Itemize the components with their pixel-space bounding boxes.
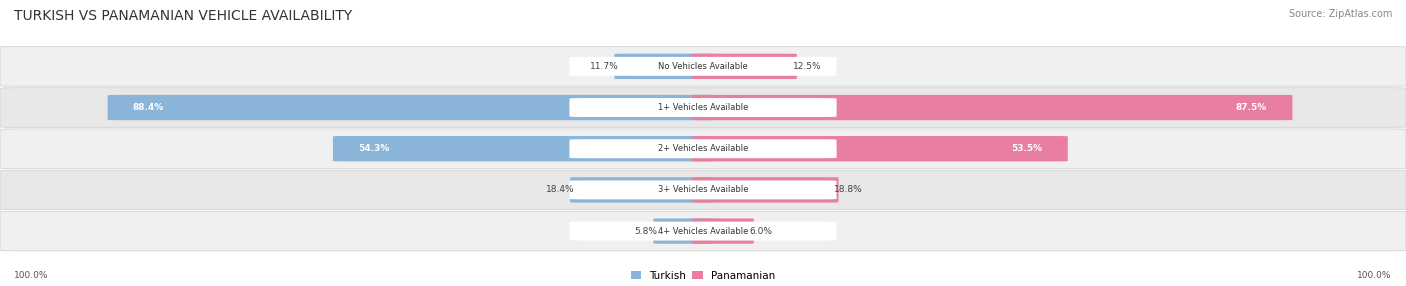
Text: 1+ Vehicles Available: 1+ Vehicles Available: [658, 103, 748, 112]
Text: 100.0%: 100.0%: [1357, 271, 1392, 280]
Text: 5.8%: 5.8%: [634, 227, 658, 236]
Text: 6.0%: 6.0%: [749, 227, 773, 236]
FancyBboxPatch shape: [569, 57, 837, 76]
Text: 18.8%: 18.8%: [834, 185, 863, 194]
FancyBboxPatch shape: [0, 170, 1406, 210]
FancyBboxPatch shape: [0, 88, 1406, 127]
FancyBboxPatch shape: [0, 211, 1406, 251]
FancyBboxPatch shape: [692, 95, 1292, 120]
Text: 88.4%: 88.4%: [134, 103, 165, 112]
Text: 12.5%: 12.5%: [793, 62, 821, 71]
Text: TURKISH VS PANAMANIAN VEHICLE AVAILABILITY: TURKISH VS PANAMANIAN VEHICLE AVAILABILI…: [14, 9, 353, 23]
Text: 54.3%: 54.3%: [359, 144, 389, 153]
FancyBboxPatch shape: [692, 136, 1067, 161]
Text: Source: ZipAtlas.com: Source: ZipAtlas.com: [1288, 9, 1392, 19]
FancyBboxPatch shape: [0, 129, 1406, 168]
FancyBboxPatch shape: [571, 177, 714, 202]
Legend: Turkish, Panamanian: Turkish, Panamanian: [630, 271, 776, 281]
Text: 18.4%: 18.4%: [546, 185, 575, 194]
FancyBboxPatch shape: [692, 177, 838, 202]
Text: 3+ Vehicles Available: 3+ Vehicles Available: [658, 185, 748, 194]
FancyBboxPatch shape: [569, 222, 837, 241]
FancyBboxPatch shape: [569, 139, 837, 158]
FancyBboxPatch shape: [692, 54, 797, 79]
FancyBboxPatch shape: [614, 54, 714, 79]
FancyBboxPatch shape: [108, 95, 714, 120]
FancyBboxPatch shape: [569, 180, 837, 199]
FancyBboxPatch shape: [333, 136, 714, 161]
Text: 2+ Vehicles Available: 2+ Vehicles Available: [658, 144, 748, 153]
Text: No Vehicles Available: No Vehicles Available: [658, 62, 748, 71]
FancyBboxPatch shape: [0, 47, 1406, 86]
Text: 11.7%: 11.7%: [591, 62, 619, 71]
FancyBboxPatch shape: [692, 219, 754, 244]
Text: 100.0%: 100.0%: [14, 271, 49, 280]
FancyBboxPatch shape: [569, 98, 837, 117]
Text: 53.5%: 53.5%: [1011, 144, 1042, 153]
Text: 4+ Vehicles Available: 4+ Vehicles Available: [658, 227, 748, 236]
FancyBboxPatch shape: [654, 219, 714, 244]
Text: 87.5%: 87.5%: [1236, 103, 1267, 112]
